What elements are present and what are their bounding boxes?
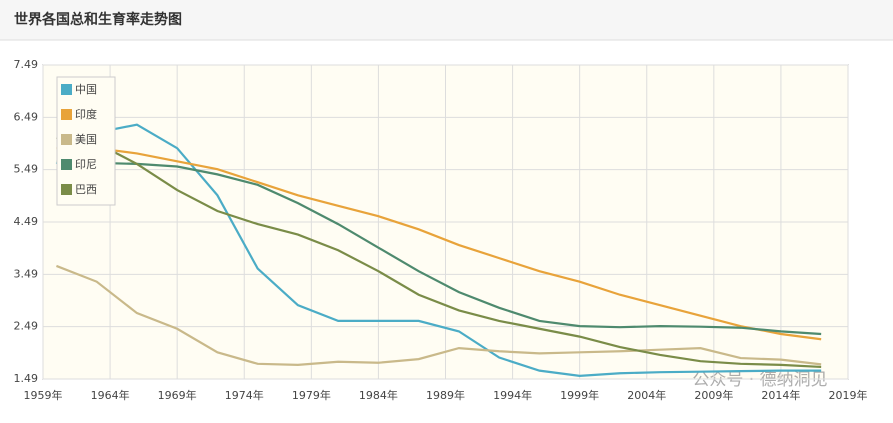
legend-label: 印度 xyxy=(75,107,97,121)
series-line xyxy=(55,123,822,377)
y-tick-label: 1.49 xyxy=(14,372,39,385)
legend-swatch xyxy=(61,184,72,195)
x-tick-label: 1989年 xyxy=(426,388,465,402)
x-tick-label: 2014年 xyxy=(761,388,800,402)
series-line xyxy=(56,160,822,336)
header-bar xyxy=(0,0,893,40)
x-tick-label: 1999年 xyxy=(560,388,599,402)
legend-swatch xyxy=(61,134,72,145)
x-tick-label: 1984年 xyxy=(359,388,398,402)
x-tick-label: 1994年 xyxy=(493,388,532,402)
series-line xyxy=(56,147,822,341)
x-tick-label: 1979年 xyxy=(292,388,331,402)
series-line xyxy=(56,136,822,369)
legend-label: 印尼 xyxy=(75,158,97,171)
x-tick-label: 1974年 xyxy=(225,388,264,402)
x-tick-label: 1964年 xyxy=(91,388,130,402)
watermark: 公众号 · 德纳洞见 xyxy=(692,370,827,390)
y-tick-label: 6.49 xyxy=(14,110,39,123)
x-tick-label: 1969年 xyxy=(158,388,197,402)
y-tick-label: 5.49 xyxy=(14,163,39,176)
legend-label: 巴西 xyxy=(75,183,97,196)
x-tick-label: 2009年 xyxy=(694,388,733,402)
legend-label: 美国 xyxy=(75,133,97,146)
y-tick-label: 3.49 xyxy=(14,267,39,280)
legend-swatch xyxy=(61,109,72,120)
legend-label: 中国 xyxy=(75,83,97,96)
x-tick-label: 2019年 xyxy=(829,388,868,402)
chart-title: 世界各国总和生育率走势图 xyxy=(14,11,182,28)
y-tick-label: 7.49 xyxy=(14,58,39,71)
y-tick-label: 4.49 xyxy=(14,215,39,228)
series-line xyxy=(56,264,822,366)
x-tick-label: 1959年 xyxy=(24,388,63,402)
x-tick-label: 2004年 xyxy=(627,388,666,402)
y-tick-label: 2.49 xyxy=(14,320,39,333)
legend-swatch xyxy=(61,159,72,170)
legend-swatch xyxy=(61,84,72,95)
